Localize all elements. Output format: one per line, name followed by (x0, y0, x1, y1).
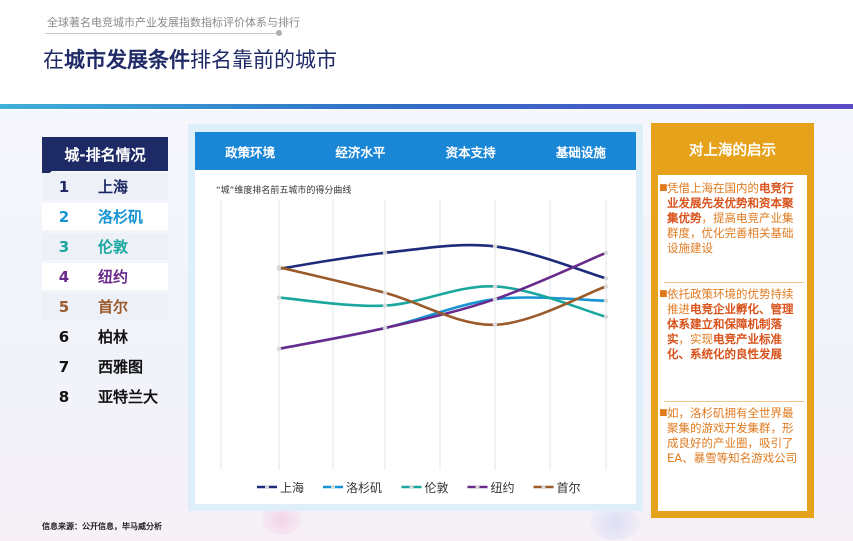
data-point (492, 297, 498, 302)
subtitle-rule-dot (276, 30, 282, 36)
ranking-row: 2 洛杉矶 (42, 203, 168, 230)
rank-city: 伦敦 (98, 238, 129, 256)
rank-city: 纽约 (98, 268, 129, 286)
insight-text: ，实现 (678, 332, 714, 346)
data-point (382, 303, 388, 308)
rank-number: 7 (58, 357, 70, 376)
data-point (603, 276, 609, 281)
rank-city: 洛杉矶 (98, 208, 144, 226)
insight-text: 依托政策环境的优势持续推进 (667, 287, 794, 316)
rank-number: 4 (58, 267, 70, 286)
data-point (382, 290, 388, 295)
chart-area (195, 132, 636, 504)
data-point (603, 284, 609, 289)
ranking-row: 5 首尔 (42, 293, 168, 320)
insight-body (658, 175, 807, 511)
insight-highlight: 电竞企业孵化、管理体系建立和保障机制落实 (667, 302, 794, 346)
data-point (603, 298, 609, 303)
data-point (382, 325, 388, 331)
rank-city: 首尔 (98, 298, 129, 316)
bullet-icon: ■ (659, 408, 668, 418)
category-tab: 资本支持 (445, 144, 496, 160)
title-bold: 城市发展条件 (64, 48, 190, 72)
ranking-row: 4 纽约 (42, 263, 168, 290)
ranking-row: 8 亚特兰大 (42, 383, 168, 410)
bullet-icon: ■ (659, 183, 668, 193)
rank-city: 西雅图 (98, 358, 144, 376)
series-line (278, 243, 607, 280)
ranking-row: 6 柏林 (42, 323, 168, 350)
insight-highlight: 电竞产业标准化、系统化的良性发展 (667, 332, 782, 361)
chart-caption: “城”维度排名前五城市的得分曲线 (216, 186, 352, 196)
rank-number: 1 (58, 177, 70, 196)
legend-marker (265, 485, 269, 489)
data-point (276, 265, 282, 270)
category-tab: 基础设施 (555, 144, 606, 160)
rank-number: 2 (58, 207, 70, 226)
data-point (492, 322, 498, 327)
data-point (276, 346, 282, 351)
insight-highlight: 电竞行业发展先发优势和资本聚集优势 (667, 181, 794, 225)
header-gradient-bar (0, 104, 853, 109)
series-line (278, 265, 607, 327)
rank-number: 5 (58, 297, 70, 316)
series-line (278, 285, 607, 319)
ranking-header: 城-排名情况 (42, 137, 168, 179)
subtitle-rule (45, 33, 280, 34)
insight-text: 如，洛杉矶拥有全世界最聚集的游戏开发集群，形成良好的产业圈，吸引了EA、暴雪等知… (667, 406, 798, 465)
ranking-row: 7 西雅图 (42, 353, 168, 380)
title-prefix: 在 (43, 48, 64, 72)
insight-divider (664, 282, 804, 283)
data-point (492, 284, 498, 289)
insight-item-3: ■ 如，洛杉矶拥有全世界最聚集的游戏开发集群，形成良好的产业圈，吸引了EA、暴雪… (659, 406, 803, 466)
rank-city: 亚特兰大 (98, 388, 159, 406)
data-point (603, 314, 609, 319)
insight-text: ，提高电竞产业集群度，优化完善相关基础设施建设 (667, 211, 794, 255)
legend-marker (409, 485, 414, 489)
insight-header: 对上海的启示 (689, 142, 776, 159)
data-point (276, 295, 282, 300)
category-tab: 政策环境 (225, 144, 276, 160)
rank-number: 3 (58, 237, 70, 256)
series-line (278, 296, 607, 351)
chart-category-bar: 政策环境 经济水平 资本支持 基础设施 (195, 132, 636, 170)
insight-divider (664, 401, 804, 402)
legend-label: 伦敦 (425, 480, 449, 495)
rank-city: 柏林 (98, 328, 129, 346)
insight-item-2: ■ 依托政策环境的优势持续推进电竞企业孵化、管理体系建立和保障机制落实，实现电竞… (659, 287, 803, 362)
legend-marker (541, 485, 546, 489)
page-title: 在城市发展条件排名靠前的城市 (43, 44, 337, 74)
insight-item-1: ■ 凭借上海在国内的电竞行业发展先发优势和资本聚集优势，提高电竞产业集群度，优化… (659, 181, 803, 256)
category-tab: 经济水平 (335, 144, 386, 160)
report-subtitle: 全球著名电竞城市产业发展指数指标评价体系与排行 (47, 16, 300, 29)
rank-number: 8 (58, 387, 70, 406)
data-point (603, 250, 609, 255)
legend-label: 洛杉矶 (346, 480, 382, 495)
rank-city: 上海 (98, 178, 129, 196)
insight-text: 凭借上海在国内的 (667, 181, 759, 195)
ranking-row: 1 上海 (42, 173, 168, 200)
line-chart: 上海 洛杉矶 伦敦 纽约 首尔 (220, 200, 609, 495)
title-suffix: 排名靠前的城市 (190, 48, 337, 72)
ranking-row: 3 伦敦 (42, 233, 168, 260)
data-point (492, 244, 498, 249)
legend-marker (331, 485, 335, 489)
bullet-icon: ■ (659, 289, 668, 299)
data-point (382, 250, 388, 255)
legend-label: 上海 (280, 480, 304, 495)
legend-label: 首尔 (557, 480, 581, 495)
legend-marker (475, 485, 480, 489)
rank-number: 6 (58, 327, 70, 346)
legend-label: 纽约 (491, 480, 515, 495)
source-note: 信息来源：公开信息，毕马威分析 (42, 522, 162, 531)
series-line (278, 251, 607, 351)
